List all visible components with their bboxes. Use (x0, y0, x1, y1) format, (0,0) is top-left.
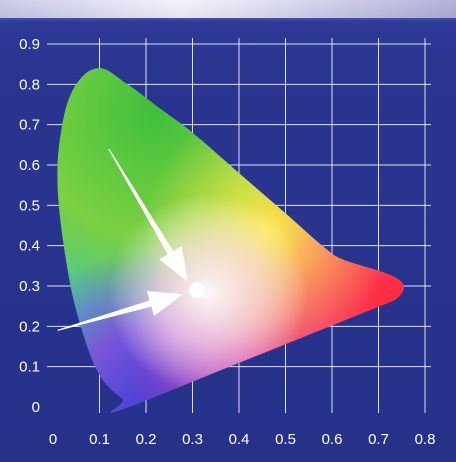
y-tick-label: 0.6 (19, 157, 40, 174)
x-axis-ticks: 0 0.1 0.2 0.3 0.4 0.5 0.6 0.7 0.8 (49, 431, 436, 448)
x-tick-label: 0.2 (136, 431, 157, 448)
x-tick-label: 0.6 (322, 431, 343, 448)
x-tick-label: 0.4 (229, 431, 250, 448)
y-tick-label: 0.9 (19, 36, 40, 53)
y-tick-label: 0.2 (19, 318, 40, 335)
x-tick-label: 0.3 (182, 431, 203, 448)
top-highlight-bar (0, 0, 456, 18)
gamut-color-layer (57, 68, 404, 413)
white-point-dot (189, 282, 206, 299)
y-tick-label: 0.3 (19, 278, 40, 295)
x-tick-label: 0.8 (415, 431, 436, 448)
x-tick-label: 0.5 (275, 431, 296, 448)
x-tick-label: 0 (49, 431, 57, 448)
y-axis-ticks: 0 0.1 0.2 0.3 0.4 0.5 0.6 0.7 0.8 0.9 (19, 36, 40, 416)
y-tick-label: 0 (32, 399, 40, 416)
x-tick-label: 0.7 (368, 431, 389, 448)
y-tick-label: 0.1 (19, 359, 40, 376)
annotation-marks (57, 148, 206, 331)
arrow-1 (108, 148, 188, 282)
x-tick-label: 0.1 (89, 431, 110, 448)
arrow-2 (57, 291, 184, 331)
y-tick-label: 0.5 (19, 197, 40, 214)
y-tick-label: 0.8 (19, 76, 40, 93)
spectral-locus-region (57, 68, 404, 413)
y-tick-label: 0.4 (19, 238, 40, 255)
y-tick-label: 0.7 (19, 117, 40, 134)
